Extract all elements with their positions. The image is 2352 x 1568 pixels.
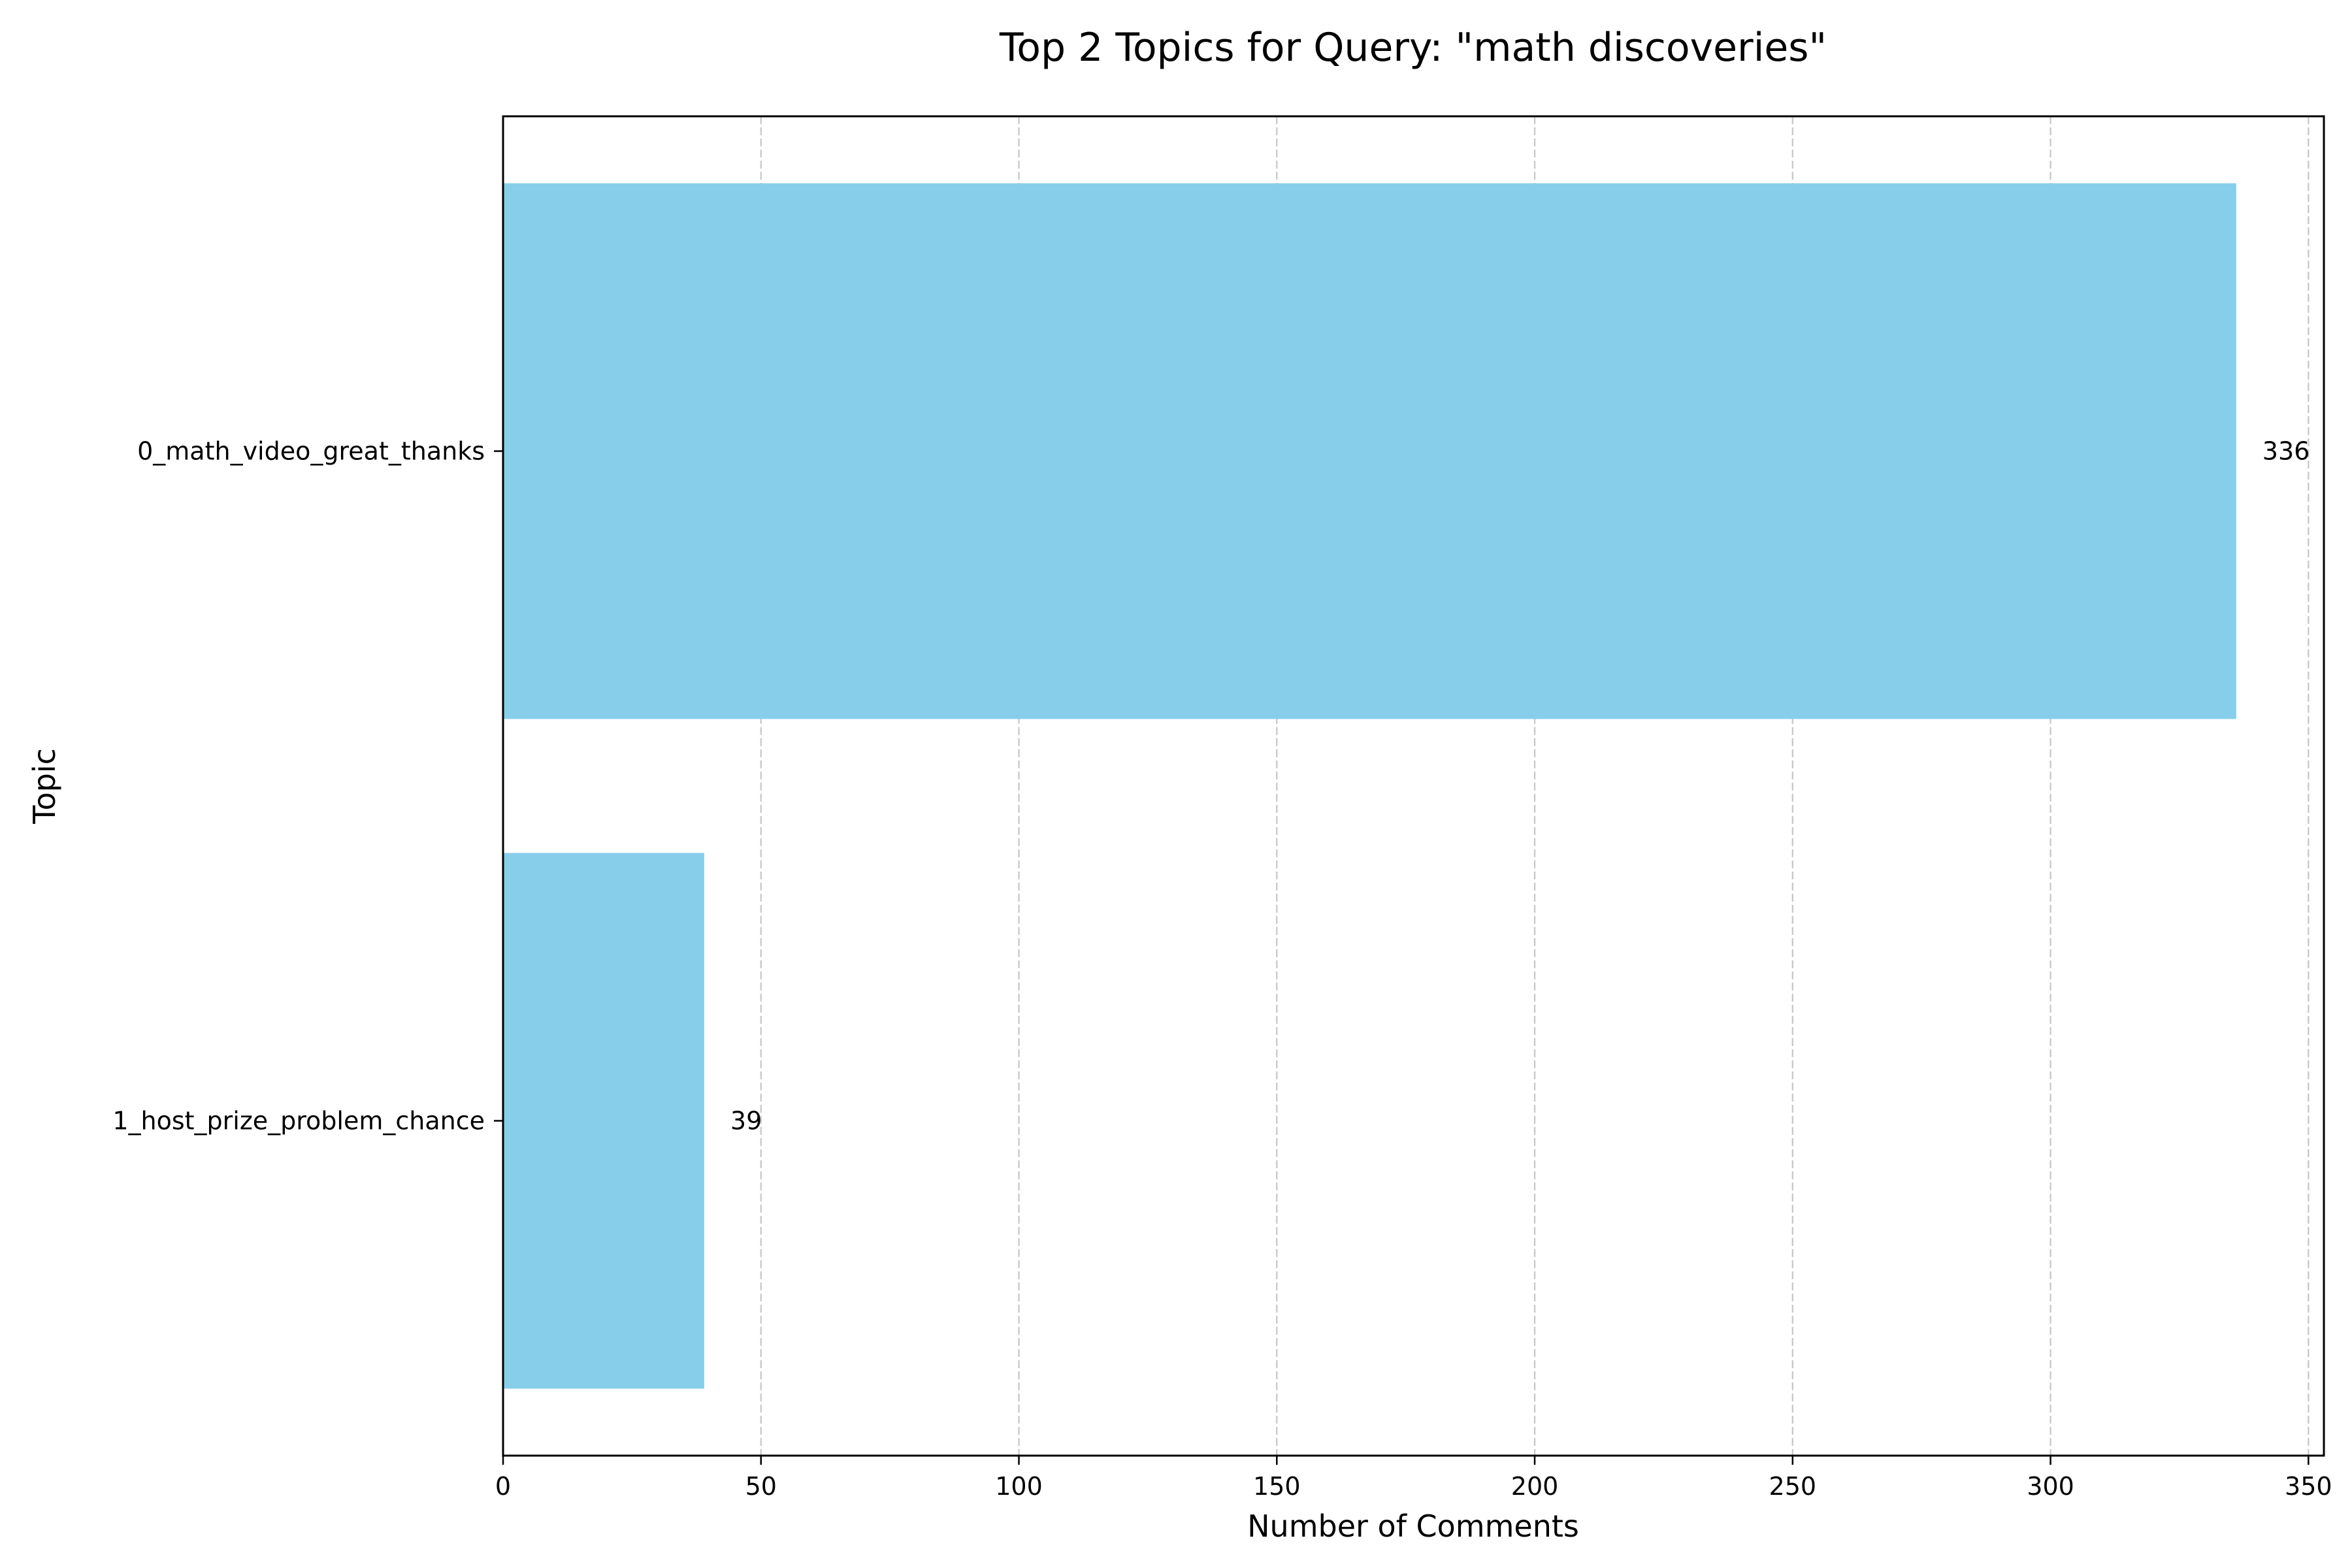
x-tick-label: 0 — [495, 1472, 511, 1501]
bar — [503, 853, 704, 1389]
x-axis-label: Number of Comments — [1247, 1509, 1579, 1544]
plot-frame — [502, 115, 2325, 1457]
y-axis-label: Topic — [27, 748, 62, 825]
x-tick-label: 300 — [2027, 1472, 2074, 1501]
data-labels: 336 39 — [730, 437, 2310, 1135]
y-tick-label: 0_math_video_great_thanks — [137, 437, 485, 466]
y-axis-ticks: 0_math_video_great_thanks 1_host_prize_pr… — [112, 437, 503, 1135]
x-tick-label: 100 — [995, 1472, 1043, 1501]
bar — [503, 183, 2236, 719]
x-tick-label: 200 — [1511, 1472, 1559, 1501]
bar-value-label: 39 — [730, 1107, 762, 1135]
x-tick-label: 50 — [745, 1472, 777, 1501]
x-axis-ticks: 0 50 100 150 200 250 300 350 — [495, 1456, 2332, 1501]
bar-value-label: 336 — [2262, 437, 2310, 466]
chart-title: Top 2 Topics for Query: "math discoverie… — [999, 25, 1827, 71]
bars — [503, 183, 2236, 1389]
x-tick-label: 350 — [2285, 1472, 2332, 1501]
x-tick-label: 250 — [1769, 1472, 1817, 1501]
y-tick-label: 1_host_prize_problem_chance — [112, 1107, 485, 1135]
x-tick-label: 150 — [1253, 1472, 1301, 1501]
